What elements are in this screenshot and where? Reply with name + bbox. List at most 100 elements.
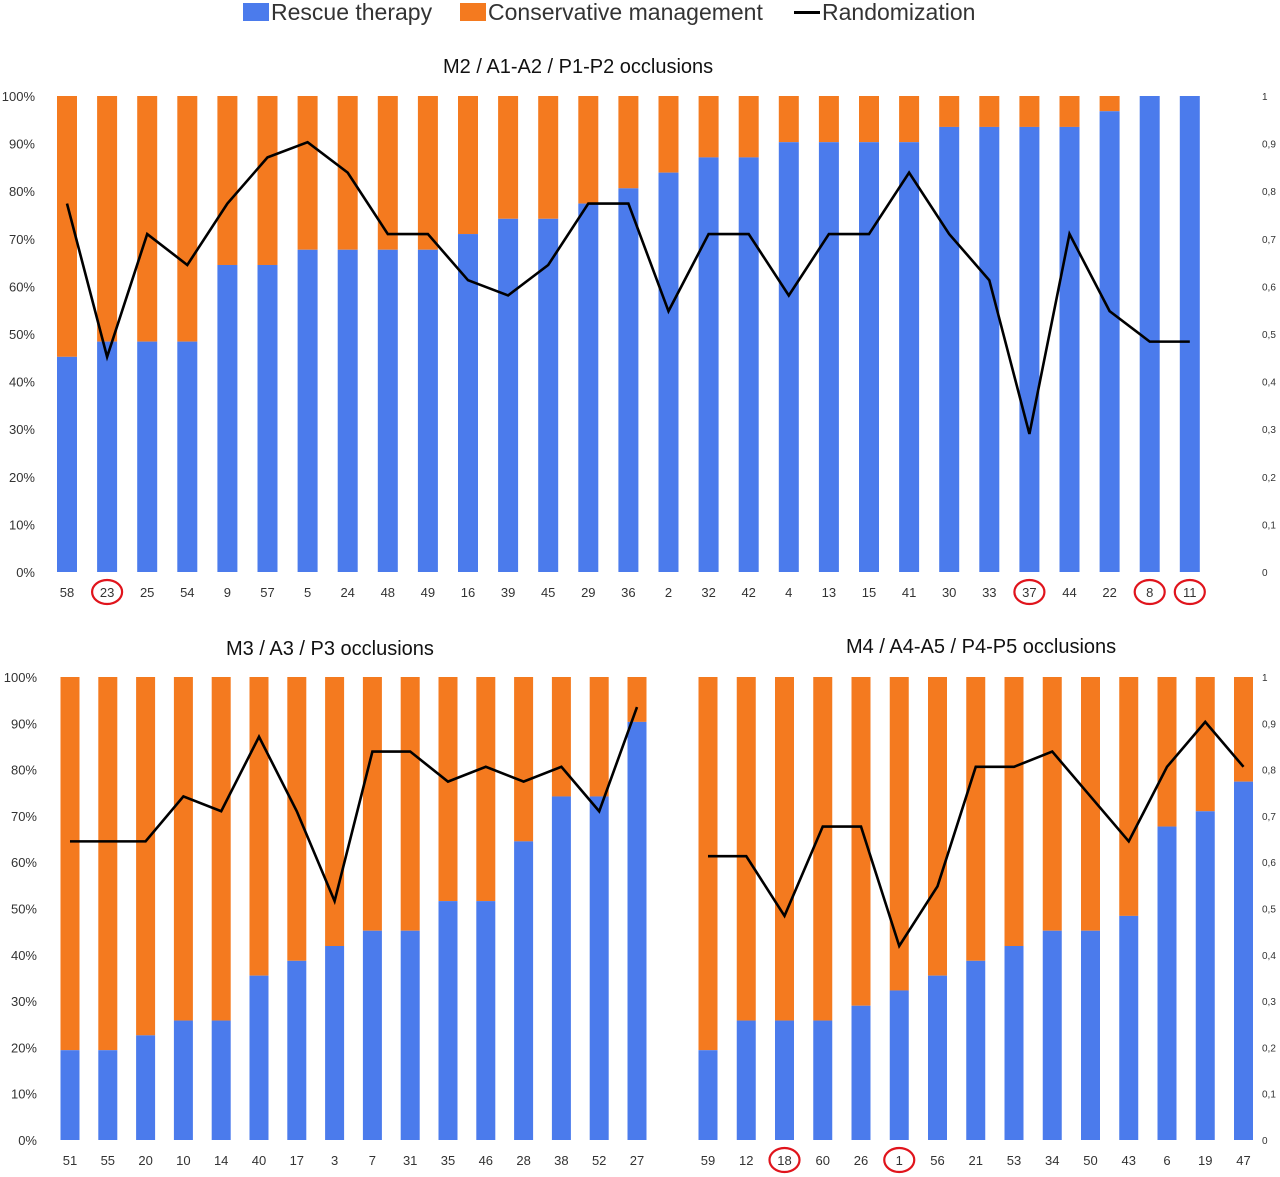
category-label: 35 (441, 1153, 455, 1168)
bar-conservative (889, 677, 909, 991)
category-label: 57 (260, 585, 274, 600)
bar-conservative (1019, 96, 1040, 127)
category-label: 15 (862, 585, 876, 600)
bar-conservative (627, 677, 647, 722)
bar-rescue (297, 249, 318, 573)
bar-conservative (98, 677, 118, 1051)
bar-rescue (979, 126, 1000, 572)
category-label: 48 (381, 585, 395, 600)
bar-rescue (137, 341, 158, 572)
bar-conservative (297, 96, 318, 250)
y-right-tick-label: 0,1 (1262, 520, 1276, 531)
bar-conservative (417, 96, 438, 250)
category-label: 2 (665, 585, 672, 600)
bar-rescue (1157, 826, 1177, 1140)
category-label: 54 (180, 585, 194, 600)
bar-conservative (1234, 677, 1253, 782)
category-label: 51 (63, 1153, 77, 1168)
bar-conservative (1119, 677, 1139, 916)
bar-conservative (458, 96, 478, 235)
category-label: 41 (902, 585, 916, 600)
y-right-tick-label: 0,5 (1262, 905, 1276, 916)
bar-rescue (217, 264, 238, 572)
bar-rescue (889, 990, 909, 1140)
bar-conservative (859, 96, 879, 143)
y-right-tick-label: 0,1 (1262, 1090, 1276, 1101)
y-left-tick-label: 20% (11, 1040, 37, 1055)
category-label: 13 (822, 585, 836, 600)
chart-title-m3: M3 / A3 / P3 occlusions (226, 638, 434, 660)
category-label: 16 (461, 585, 475, 600)
category-label: 8 (1146, 585, 1153, 600)
category-label: 10 (176, 1153, 190, 1168)
bar-rescue (698, 157, 719, 573)
bar-rescue (859, 142, 879, 572)
bar-conservative (979, 96, 1000, 127)
bar-conservative (813, 677, 833, 1021)
y-left-tick-label: 100% (4, 670, 38, 685)
y-right-tick-label: 0,4 (1262, 951, 1276, 962)
bar-conservative (928, 677, 947, 976)
bar-conservative (899, 96, 920, 143)
bar-conservative (1004, 677, 1024, 947)
legend-rescue-swatch (243, 3, 269, 21)
bar-conservative (578, 96, 599, 204)
y-right-tick-label: 0,8 (1262, 766, 1276, 777)
bar-rescue (57, 356, 77, 572)
bar-rescue (736, 1020, 756, 1140)
y-right-tick-label: 0,4 (1262, 378, 1276, 389)
y-left-tick-label: 0% (18, 1133, 37, 1148)
bar-conservative (377, 96, 398, 250)
y-right-tick-label: 0,9 (1262, 719, 1276, 730)
bar-conservative (217, 96, 238, 265)
bar-conservative (476, 677, 496, 902)
bar-rescue (851, 1005, 871, 1140)
category-label: 50 (1083, 1153, 1097, 1168)
category-label: 7 (369, 1153, 376, 1168)
bar-rescue (337, 249, 358, 573)
highlight-circle (1173, 578, 1206, 606)
bar-conservative (57, 96, 77, 357)
y-left-tick-label: 60% (11, 855, 37, 870)
legend-randomization-line (794, 11, 820, 14)
bar-conservative (211, 677, 231, 1021)
bar-conservative (400, 677, 420, 931)
category-label: 17 (290, 1153, 304, 1168)
y-left-tick-label: 100% (2, 89, 36, 104)
category-label: 56 (930, 1153, 944, 1168)
bar-rescue (287, 960, 307, 1140)
y-left-tick-label: 30% (9, 422, 35, 437)
y-right-tick-label: 0,5 (1262, 330, 1276, 341)
bar-conservative (551, 677, 571, 797)
category-label: 60 (816, 1153, 830, 1168)
bar-conservative (177, 96, 198, 342)
bar-conservative (736, 677, 756, 1021)
bar-rescue (362, 930, 382, 1140)
category-label: 38 (554, 1153, 568, 1168)
bar-rescue (1004, 946, 1024, 1140)
y-right-tick-label: 0,8 (1262, 187, 1276, 198)
y-left-tick-label: 10% (9, 517, 35, 532)
y-left-tick-label: 50% (11, 902, 37, 917)
bar-conservative (287, 677, 307, 961)
category-label: 26 (854, 1153, 868, 1168)
bar-rescue (438, 901, 458, 1140)
category-label: 39 (501, 585, 515, 600)
category-label: 31 (403, 1153, 417, 1168)
category-label: 5 (304, 585, 311, 600)
y-right-tick-label: 0,3 (1262, 425, 1276, 436)
category-label: 11 (1183, 585, 1197, 600)
y-left-tick-label: 40% (11, 948, 37, 963)
category-label: 1 (896, 1153, 903, 1168)
bar-rescue (1059, 126, 1080, 572)
bar-rescue (1139, 96, 1160, 572)
category-label: 32 (701, 585, 715, 600)
bar-rescue (813, 1020, 833, 1140)
category-label: 27 (630, 1153, 644, 1168)
category-label: 9 (224, 585, 231, 600)
category-label: 46 (479, 1153, 493, 1168)
bar-conservative (97, 96, 118, 342)
category-label: 14 (214, 1153, 228, 1168)
bar-conservative (1081, 677, 1100, 931)
bar-rescue (97, 341, 118, 572)
